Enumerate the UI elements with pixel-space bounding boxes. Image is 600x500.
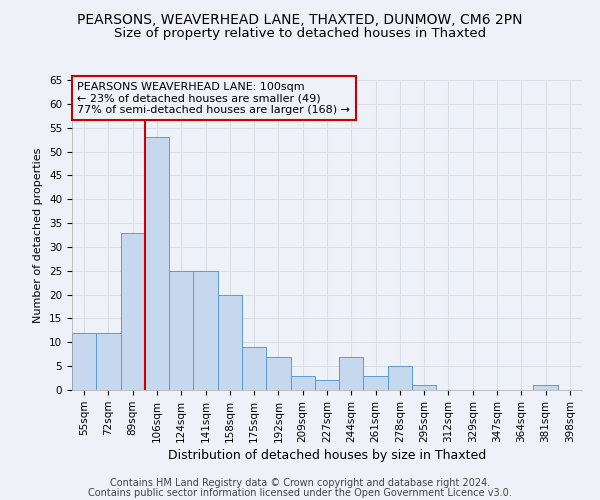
Bar	[266, 356, 290, 390]
Text: PEARSONS WEAVERHEAD LANE: 100sqm
← 23% of detached houses are smaller (49)
77% o: PEARSONS WEAVERHEAD LANE: 100sqm ← 23% o…	[77, 82, 350, 115]
Bar	[533, 385, 558, 390]
Bar	[412, 385, 436, 390]
Bar	[169, 271, 193, 390]
Bar	[145, 137, 169, 390]
Bar	[121, 232, 145, 390]
Text: Contains HM Land Registry data © Crown copyright and database right 2024.: Contains HM Land Registry data © Crown c…	[110, 478, 490, 488]
Bar	[339, 356, 364, 390]
X-axis label: Distribution of detached houses by size in Thaxted: Distribution of detached houses by size …	[168, 449, 486, 462]
Text: Contains public sector information licensed under the Open Government Licence v3: Contains public sector information licen…	[88, 488, 512, 498]
Bar	[290, 376, 315, 390]
Bar	[96, 333, 121, 390]
Bar	[218, 294, 242, 390]
Text: PEARSONS, WEAVERHEAD LANE, THAXTED, DUNMOW, CM6 2PN: PEARSONS, WEAVERHEAD LANE, THAXTED, DUNM…	[77, 12, 523, 26]
Bar	[72, 333, 96, 390]
Text: Size of property relative to detached houses in Thaxted: Size of property relative to detached ho…	[114, 28, 486, 40]
Bar	[193, 271, 218, 390]
Bar	[388, 366, 412, 390]
Bar	[364, 376, 388, 390]
Y-axis label: Number of detached properties: Number of detached properties	[34, 148, 43, 322]
Bar	[315, 380, 339, 390]
Bar	[242, 347, 266, 390]
